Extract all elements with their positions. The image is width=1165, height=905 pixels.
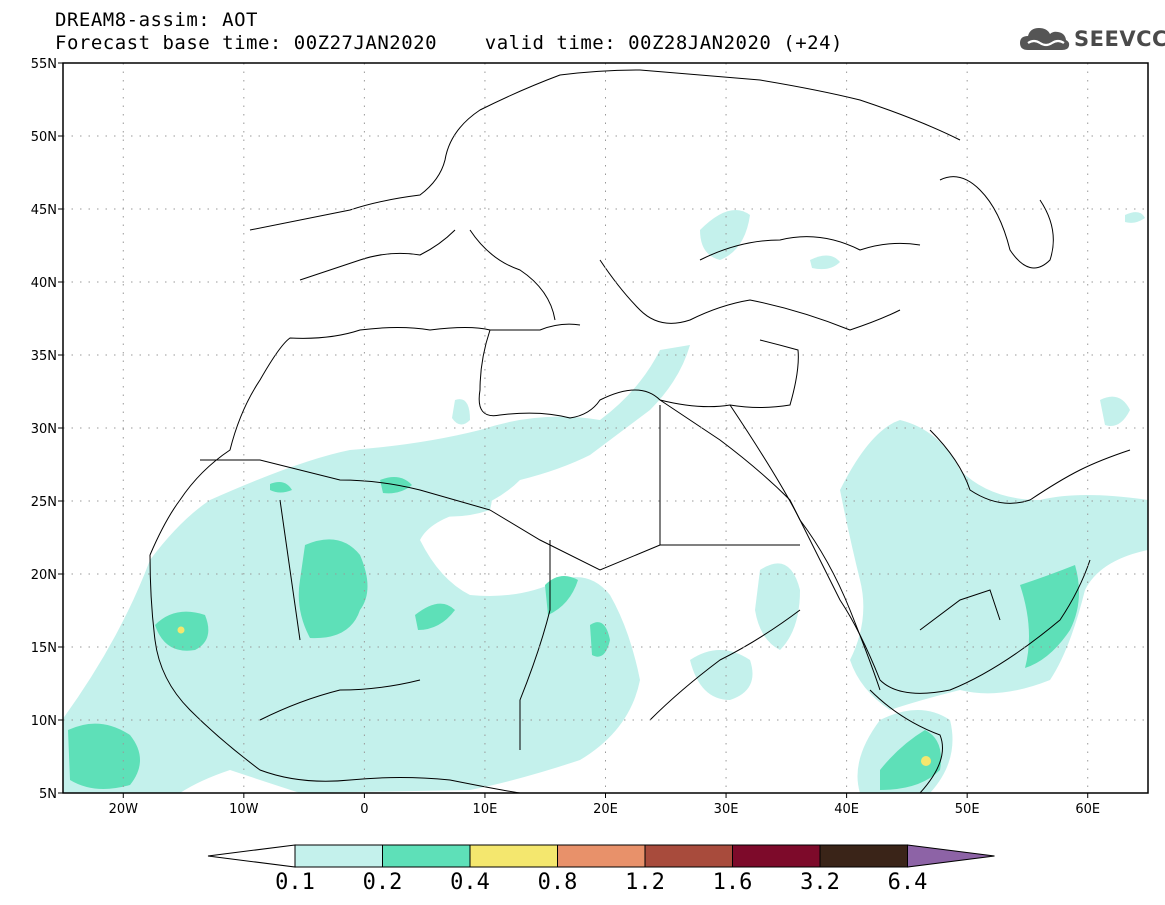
lat-tick-label: 30N [31,422,57,437]
cloud-icon [1020,28,1070,50]
lat-tick-label: 25N [31,495,57,510]
lon-tick-label: 0 [360,802,368,817]
colorbar-label: 0.8 [537,870,578,895]
lat-tick-label: 15N [31,641,57,656]
lon-tick-label: 50E [955,802,980,817]
lat-tick-label: 35N [31,349,57,364]
lat-tick-label: 50N [31,130,57,145]
colorbar-swatch [469,844,558,868]
lat-tick-label: 40N [31,276,57,291]
forecast-time-subtitle: Forecast base time: 00Z27JAN2020 valid t… [55,32,843,54]
logo-text: SEEVCCC [1074,27,1165,51]
colorbar-low-arrow [207,844,296,868]
lon-tick-label: 20E [593,802,618,817]
colorbar-label: 1.2 [625,870,665,895]
colorbar-swatch [382,844,471,868]
colorbar-swatch [294,844,383,868]
lon-tick-label: 10E [473,802,498,817]
colorbar-label: 1.6 [712,870,753,895]
aot-level-0.4 [177,626,931,766]
coastlines [149,69,1131,793]
lat-tick-label: 20N [31,568,57,583]
lat-tick-label: 55N [31,57,57,72]
colorbar-label: 6.4 [887,870,928,895]
lon-tick-label: 60E [1075,802,1100,817]
lat-tick-label: 10N [31,714,57,729]
colorbar-swatch [732,844,821,868]
lat-tick-label: 45N [31,203,57,218]
colorbar-swatch [819,844,908,868]
colorbar-swatch [557,844,646,868]
lon-tick-label: 30E [714,802,739,817]
colorbar-high-arrow [907,844,995,868]
lon-tick-label: 40E [834,802,859,817]
colorbar-label: 0.1 [275,870,315,895]
colorbar [207,844,995,868]
map-axes: 55N 50N 45N 40N 35N 30N 25N 20N 15N 10N 5N 20W 10W 0 1… [31,57,1100,817]
aot-contours [63,210,1148,793]
lon-tick-label: 10W [229,802,259,817]
map-title: DREAM8-assim: AOT [55,9,258,31]
colorbar-label: 0.4 [450,870,490,895]
seevccc-logo: SEEVCCC [1018,24,1165,54]
colorbar-swatch [644,844,733,868]
lat-tick-label: 5N [39,787,57,802]
lon-tick-label: 20W [109,802,139,817]
colorbar-label: 0.2 [362,870,403,895]
colorbar-label: 3.2 [800,870,840,895]
